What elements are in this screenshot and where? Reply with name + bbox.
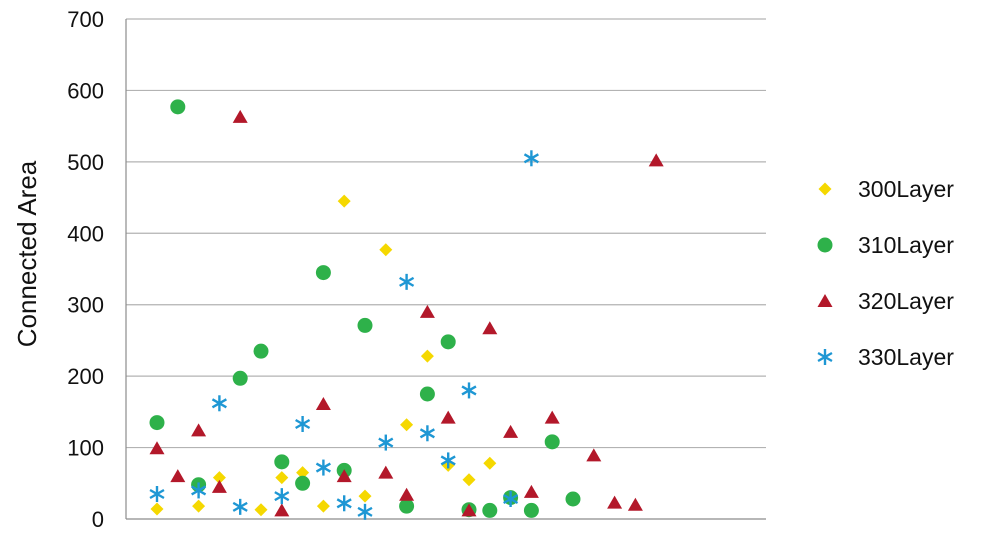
data-point xyxy=(274,503,290,517)
data-point xyxy=(627,497,643,511)
data-point xyxy=(378,434,394,451)
y-tick-label: 200 xyxy=(67,364,104,389)
y-tick-label: 500 xyxy=(67,150,104,175)
data-point xyxy=(212,471,226,485)
data-point xyxy=(192,499,206,513)
data-point xyxy=(274,454,290,470)
data-point xyxy=(275,471,289,485)
legend-label: 320Layer xyxy=(858,288,954,314)
data-point xyxy=(419,304,435,318)
data-point xyxy=(523,502,539,518)
data-point xyxy=(648,153,664,167)
gridlines xyxy=(126,18,766,449)
data-point xyxy=(523,150,539,167)
series-320Layer xyxy=(149,109,664,517)
data-point xyxy=(482,502,498,518)
legend-label: 310Layer xyxy=(858,232,954,258)
data-point xyxy=(358,489,372,503)
data-point xyxy=(419,425,435,442)
data-point xyxy=(316,499,330,513)
data-point xyxy=(440,410,456,424)
y-tick-label: 600 xyxy=(67,78,104,103)
data-point xyxy=(544,410,560,424)
data-point xyxy=(149,486,165,502)
data-point xyxy=(191,482,207,499)
y-tick-label: 0 xyxy=(92,507,104,532)
data-point xyxy=(399,498,415,514)
data-point xyxy=(420,349,434,363)
y-axis-title: Connected Area xyxy=(12,160,42,347)
data-point xyxy=(337,194,351,208)
y-tick-labels: 0 100 200 300 400 500 600 700 xyxy=(67,7,104,532)
data-point xyxy=(232,498,248,515)
data-point xyxy=(379,243,393,257)
data-point xyxy=(482,321,498,335)
data-point xyxy=(523,484,539,498)
legend-item: 310Layer xyxy=(817,232,954,258)
y-tick-label: 300 xyxy=(67,293,104,318)
data-point xyxy=(315,459,331,476)
data-point xyxy=(211,395,227,412)
data-point xyxy=(461,382,477,399)
legend-marker xyxy=(817,294,833,307)
data-point xyxy=(440,452,456,469)
data-point xyxy=(399,273,415,290)
data-points xyxy=(149,99,664,520)
legend-item: 300Layer xyxy=(818,176,954,202)
y-tick-label: 400 xyxy=(67,221,104,246)
data-point xyxy=(232,370,248,386)
data-point xyxy=(357,317,373,333)
data-point xyxy=(400,418,414,432)
data-point xyxy=(170,469,186,483)
data-point xyxy=(565,491,581,507)
data-point xyxy=(315,265,331,281)
y-tick-label: 700 xyxy=(67,7,104,32)
data-point xyxy=(315,397,331,410)
data-point xyxy=(211,479,227,493)
legend-label: 330Layer xyxy=(858,344,954,370)
data-point xyxy=(149,441,165,455)
data-point xyxy=(296,466,310,480)
data-point xyxy=(503,424,519,438)
data-point xyxy=(607,495,623,509)
legend-marker xyxy=(817,349,833,365)
y-tick-label: 100 xyxy=(67,436,104,461)
data-point xyxy=(336,469,352,483)
data-point xyxy=(232,109,248,123)
data-point xyxy=(378,465,394,479)
data-point xyxy=(254,503,268,517)
data-point xyxy=(295,475,311,491)
data-point xyxy=(503,491,519,507)
series-310Layer xyxy=(149,99,581,518)
data-point xyxy=(586,448,602,462)
data-point xyxy=(461,503,477,517)
data-point xyxy=(483,456,497,470)
legend-item: 330Layer xyxy=(817,344,954,370)
data-point xyxy=(544,434,560,450)
series-300Layer xyxy=(150,194,497,517)
legend-item: 320Layer xyxy=(817,288,954,314)
data-point xyxy=(170,99,186,115)
axes xyxy=(125,19,766,520)
data-point xyxy=(399,487,415,501)
data-point xyxy=(462,473,476,487)
data-point xyxy=(419,386,435,402)
legend-marker xyxy=(818,182,832,196)
data-point xyxy=(440,334,456,350)
legend: 300Layer 310Layer 320Layer 330Layer xyxy=(817,176,954,370)
data-point xyxy=(274,488,290,505)
data-point xyxy=(295,416,311,432)
data-point xyxy=(253,343,269,359)
data-point xyxy=(149,415,165,431)
series-330Layer xyxy=(149,150,539,520)
legend-marker xyxy=(817,237,833,253)
data-point xyxy=(357,503,373,520)
data-point xyxy=(191,423,207,437)
legend-label: 300Layer xyxy=(858,176,954,202)
data-point xyxy=(150,502,164,516)
data-point xyxy=(336,495,352,512)
